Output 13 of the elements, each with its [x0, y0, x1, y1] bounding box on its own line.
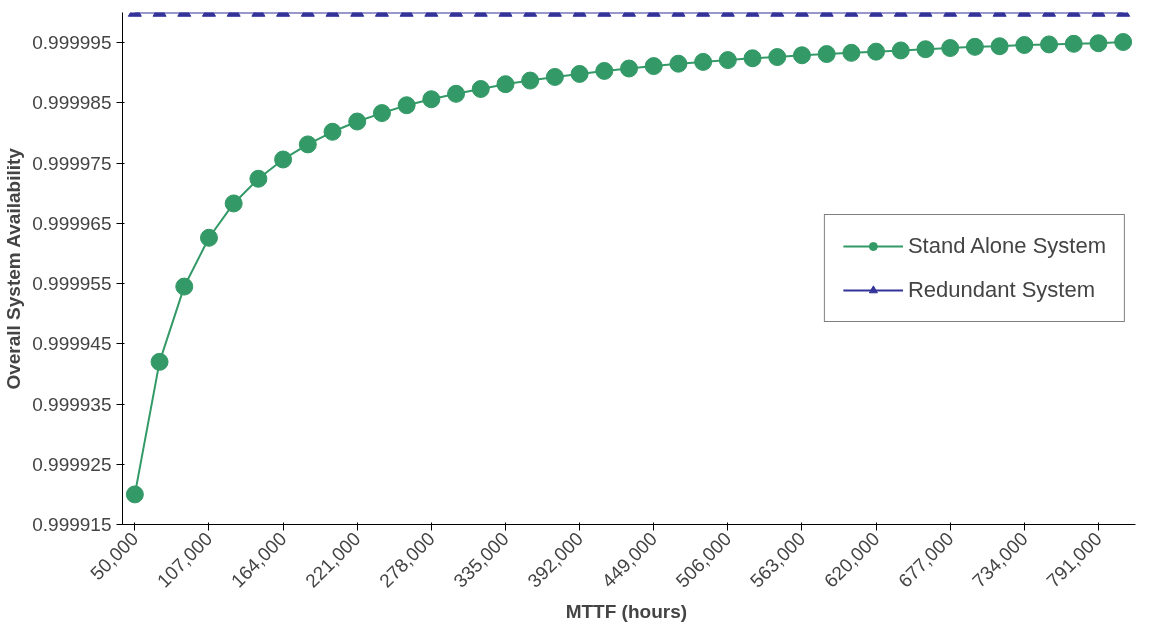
y-tick-label: 0.999915: [32, 514, 112, 535]
y-tick-label: 0.999975: [32, 152, 112, 174]
y-tick-label: 0.999945: [32, 333, 112, 355]
y-tick-label: 0.999985: [32, 92, 112, 114]
legend-label: Redundant System: [907, 277, 1095, 303]
legend-label: Stand Alone System: [907, 233, 1106, 259]
y-tick-label: 0.999965: [32, 212, 112, 234]
y-tick-label: 0.999955: [32, 273, 112, 295]
y-tick-label: 0.999935: [32, 393, 112, 415]
y-tick-label: 0.999925: [32, 453, 112, 475]
x-axis-title: MTTF (hours): [565, 601, 688, 623]
y-tick-label: 0.999995: [32, 32, 112, 54]
y-axis-title: Overall System Availability: [3, 147, 25, 390]
